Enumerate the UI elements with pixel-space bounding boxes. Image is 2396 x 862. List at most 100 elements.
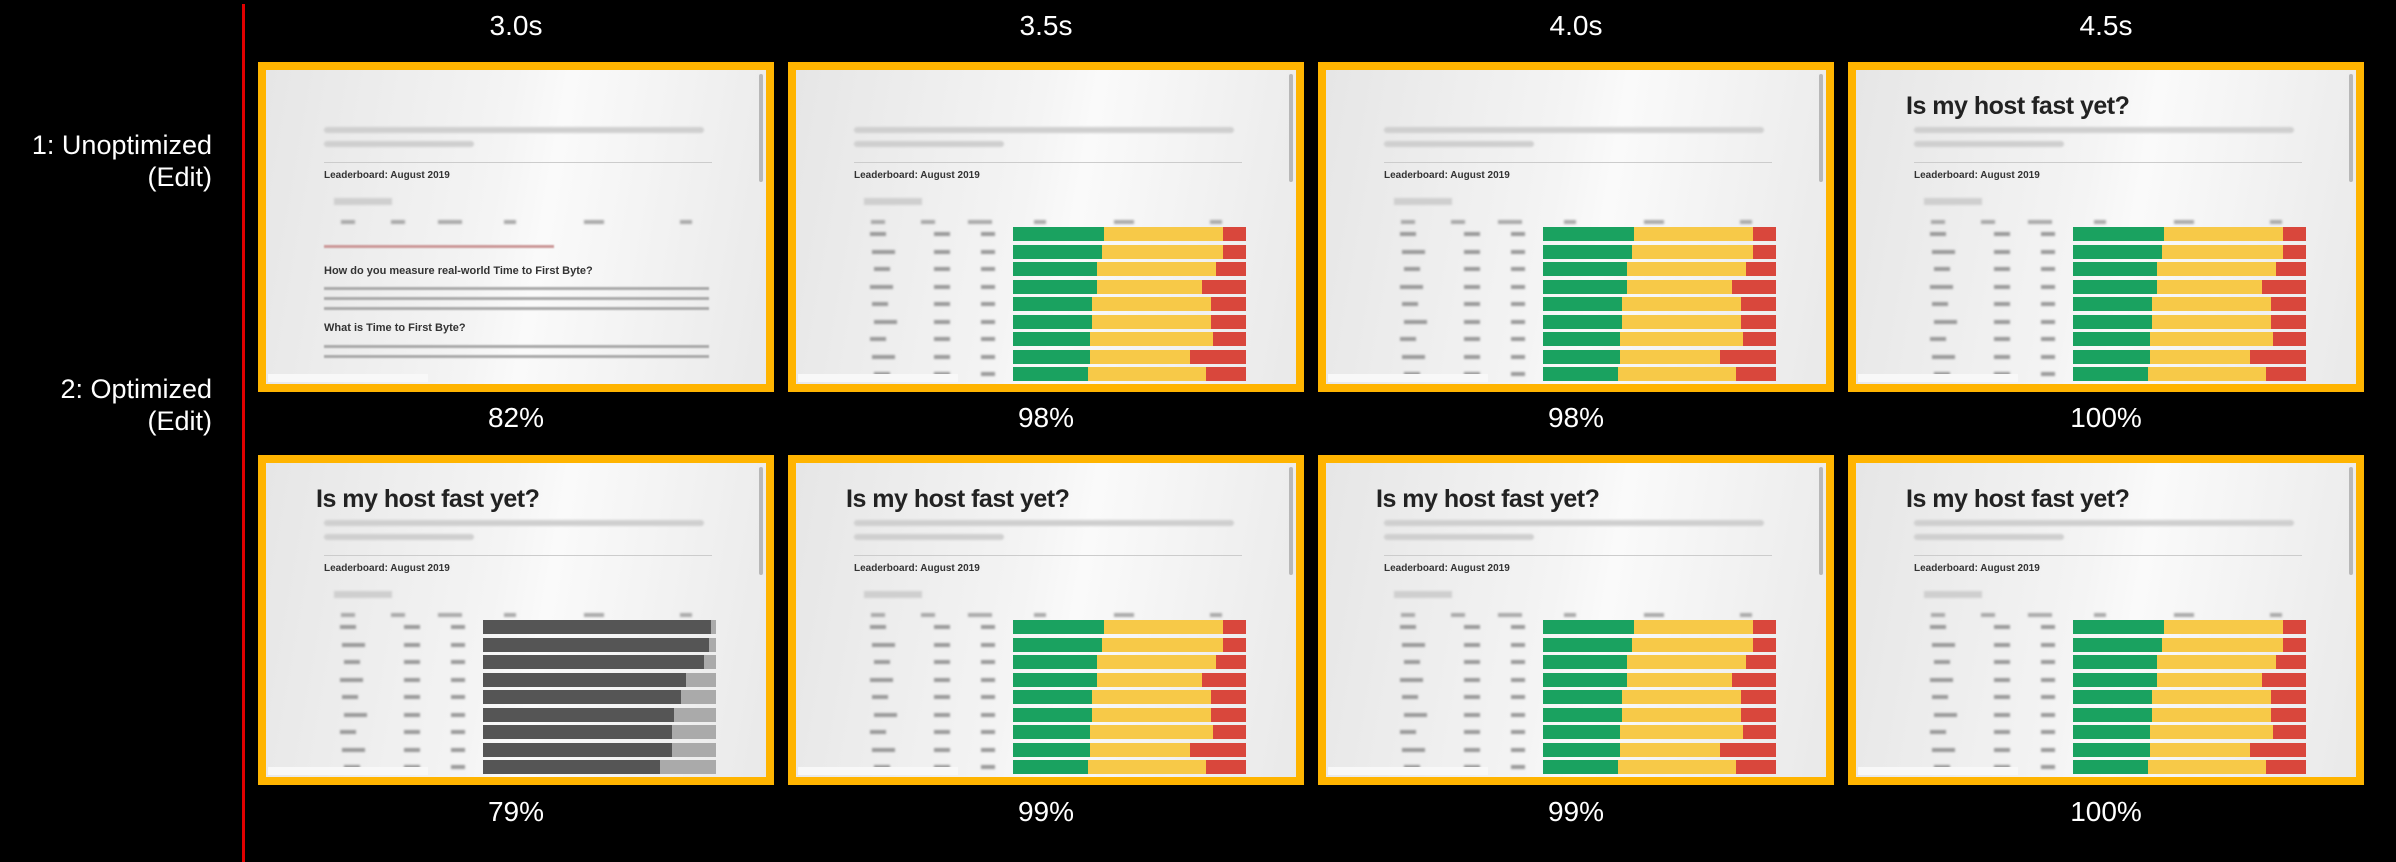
type-cell (404, 695, 420, 699)
scrollbar[interactable] (759, 74, 763, 182)
average-bar (1633, 227, 1753, 241)
type-cell (1994, 319, 2010, 324)
average-bar (2145, 778, 2227, 786)
visitors-cell (1511, 695, 1525, 699)
table-header (1644, 220, 1664, 224)
average-bar (1626, 655, 1746, 669)
fast-bar (2073, 367, 2148, 381)
fast-bar (2073, 385, 2145, 393)
visual-progress: 98% (1547, 402, 1605, 433)
sort-select[interactable] (1394, 198, 1452, 205)
fast-bar (1543, 385, 1615, 393)
host-cell (1934, 267, 1950, 271)
row-2-edit-link[interactable]: (Edit) (147, 406, 212, 436)
sort-select[interactable] (864, 198, 922, 205)
average-bar (2161, 637, 2283, 652)
visitors-cell (981, 642, 995, 647)
status-bar (1328, 767, 1488, 775)
type-cell (934, 267, 950, 271)
visitors-cell (1511, 302, 1525, 306)
slow-bar (1222, 637, 1246, 652)
row-1-edit-link[interactable]: (Edit) (147, 162, 212, 192)
average-bar (1087, 367, 1207, 381)
visitors-cell (1511, 747, 1525, 752)
scrollbar[interactable] (1289, 74, 1293, 182)
fast-bar (1013, 620, 1104, 634)
sort-select[interactable] (1924, 198, 1982, 205)
filmstrip-frame[interactable]: Leaderboard: August 2019 (1318, 62, 1834, 392)
scrollbar[interactable] (2349, 467, 2353, 575)
loading-bar-rest (704, 655, 716, 669)
subtitle-line (1384, 520, 1764, 526)
filmstrip-frame[interactable]: Leaderboard: August 2019 How do you measu… (258, 62, 774, 392)
filmstrip-frame[interactable]: Is my host fast yet? Leaderboard: August … (1318, 455, 1834, 785)
average-bar (2149, 725, 2274, 739)
time-label: 3.0s (489, 10, 543, 41)
sort-select[interactable] (334, 591, 392, 598)
table-header (1114, 220, 1134, 224)
fast-bar (1013, 314, 1093, 329)
host-cell (1934, 712, 1957, 717)
average-bar (1096, 262, 1216, 276)
scrollbar[interactable] (759, 467, 763, 575)
time-label: 3.5s (1019, 10, 1073, 41)
sort-select[interactable] (1924, 591, 1982, 598)
visitors-cell (1511, 354, 1525, 359)
type-cell (404, 625, 420, 629)
type-cell (1464, 695, 1480, 699)
status-bar (798, 374, 958, 382)
slow-bar (1697, 778, 1776, 786)
type-cell (934, 730, 950, 734)
fast-bar (2073, 279, 2157, 294)
page-title: Is my host fast yet? (1906, 92, 2130, 120)
average-bar (1619, 332, 1744, 346)
visual-progress: 82% (487, 402, 545, 433)
scrollbar[interactable] (1819, 74, 1823, 182)
slow-bar (1213, 725, 1246, 739)
type-cell (404, 783, 420, 786)
filmstrip-frame[interactable]: Is my host fast yet? Leaderboard: August … (258, 455, 774, 785)
scrollbar[interactable] (1819, 467, 1823, 575)
average-bar (1631, 244, 1753, 259)
loading-bar (483, 655, 705, 669)
fast-bar (1543, 690, 1623, 704)
time-label: 4.5s (2079, 10, 2133, 41)
scrollbar[interactable] (2349, 74, 2353, 182)
table-header (1034, 613, 1046, 617)
average-bar (1089, 349, 1191, 364)
visitors-cell (2041, 319, 2055, 324)
average-bar (1085, 778, 1167, 786)
sort-select[interactable] (864, 591, 922, 598)
type-cell (1464, 302, 1480, 306)
average-bar (1089, 725, 1214, 739)
host-cell (1930, 730, 1946, 734)
type-cell (1994, 337, 2010, 341)
filmstrip-frame[interactable]: Is my host fast yet? Leaderboard: August … (1848, 455, 2364, 785)
filmstrip-frame[interactable]: Leaderboard: August 2019 (788, 62, 1304, 392)
table-header (921, 220, 935, 224)
host-cell (870, 337, 886, 341)
filmstrip-frame[interactable]: Is my host fast yet? Leaderboard: August … (1848, 62, 2364, 392)
type-cell (934, 354, 950, 359)
filmstrip-frame[interactable]: Is my host fast yet? Leaderboard: August … (788, 455, 1304, 785)
fast-bar (1543, 244, 1632, 259)
visitors-cell (2041, 372, 2055, 376)
type-cell (404, 660, 420, 664)
sort-select[interactable] (1394, 591, 1452, 598)
note-line (324, 245, 554, 248)
host-cell (872, 354, 895, 359)
host-cell (340, 625, 356, 629)
slow-bar (1743, 725, 1776, 739)
fast-bar (1013, 655, 1097, 669)
type-cell (1994, 625, 2010, 629)
status-bar (268, 767, 428, 775)
sort-select[interactable] (334, 198, 392, 205)
table-header (968, 220, 992, 224)
scrollbar[interactable] (1289, 467, 1293, 575)
average-bar (1089, 742, 1191, 757)
table-header (504, 613, 516, 617)
visitors-cell (2041, 284, 2055, 289)
fast-bar (1013, 778, 1085, 786)
visitors-cell (451, 783, 465, 786)
table-header (2028, 220, 2052, 224)
